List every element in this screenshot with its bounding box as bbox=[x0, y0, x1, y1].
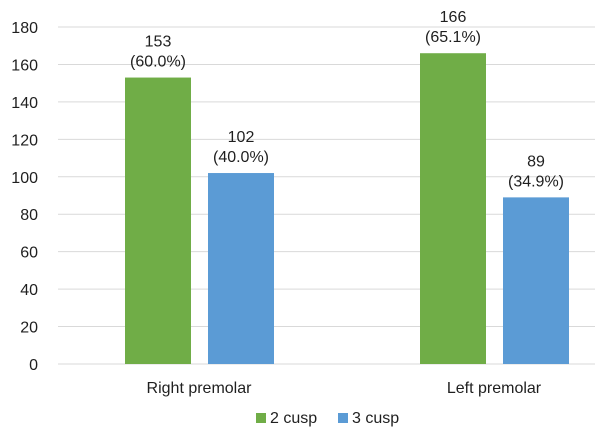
legend-label: 2 cusp bbox=[270, 410, 317, 427]
y-tick-label: 120 bbox=[11, 132, 38, 149]
bars bbox=[125, 53, 569, 365]
y-tick-label: 20 bbox=[20, 320, 38, 337]
y-tick-label: 180 bbox=[11, 20, 38, 37]
y-tick-label: 60 bbox=[20, 245, 38, 262]
legend-label: 3 cusp bbox=[352, 410, 399, 427]
y-tick-label: 100 bbox=[11, 170, 38, 187]
data-label-value: 153 bbox=[145, 34, 172, 51]
y-tick-label: 40 bbox=[20, 282, 38, 299]
y-tick-label: 0 bbox=[29, 357, 38, 374]
bar-2-cusp-left bbox=[420, 53, 486, 364]
y-axis-tick-labels: 0 20 40 60 80 100 120 140 160 180 bbox=[11, 20, 38, 374]
x-axis-category-labels: Right premolar Left premolar bbox=[147, 380, 542, 397]
legend-swatch bbox=[338, 413, 348, 423]
bar-2-cusp-right bbox=[125, 77, 191, 365]
data-label-value: 89 bbox=[527, 153, 545, 170]
data-label-value: 102 bbox=[228, 129, 255, 146]
legend-swatch bbox=[256, 413, 266, 423]
bar-3-cusp-right bbox=[208, 173, 274, 364]
data-label-percent: (34.9%) bbox=[508, 173, 564, 190]
x-category-label: Left premolar bbox=[447, 380, 542, 397]
y-tick-label: 80 bbox=[20, 207, 38, 224]
data-label-percent: (40.0%) bbox=[213, 149, 269, 166]
data-labels: 153 (60.0%) 102 (40.0%) 166 (65.1%) 89 (34.9%) bbox=[130, 9, 564, 190]
data-label-percent: (65.1%) bbox=[425, 29, 481, 46]
x-category-label: Right premolar bbox=[147, 380, 253, 397]
legend: 2 cusp 3 cusp bbox=[256, 410, 399, 427]
data-label-value: 166 bbox=[440, 9, 467, 26]
data-label-percent: (60.0%) bbox=[130, 54, 186, 71]
bar-3-cusp-left bbox=[503, 197, 569, 364]
y-tick-label: 140 bbox=[11, 95, 38, 112]
y-tick-label: 160 bbox=[11, 57, 38, 74]
